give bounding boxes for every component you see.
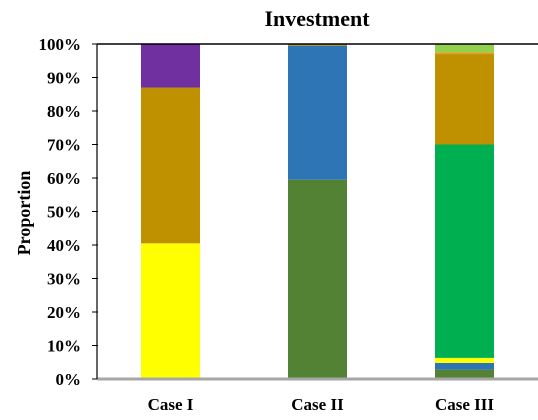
x-category-label: Case I xyxy=(148,395,194,414)
y-tick-label: 100% xyxy=(39,35,82,54)
bar-segment xyxy=(435,52,494,55)
y-axis-ticks: 0% 10% 20% 30% 40% 50% 60% 70% 80% 90% 100% xyxy=(39,35,98,389)
bar-segment xyxy=(435,357,494,363)
bar-segment xyxy=(435,54,494,145)
bar-segment xyxy=(141,87,200,244)
y-tick-label: 90% xyxy=(47,69,81,88)
bars xyxy=(141,44,494,379)
chart-title: Investment xyxy=(264,6,370,31)
bar-segment xyxy=(141,44,200,88)
bar-segment xyxy=(288,45,347,180)
bar-segment xyxy=(435,362,494,370)
y-tick-label: 50% xyxy=(47,203,81,222)
axes xyxy=(96,43,538,381)
y-tick-label: 70% xyxy=(47,136,81,155)
bar-segment xyxy=(288,44,347,46)
bar-segment xyxy=(435,369,494,379)
x-category-label: Case III xyxy=(435,395,494,414)
x-axis-categories: Case I Case II Case III xyxy=(148,395,495,414)
bar-segment xyxy=(435,144,494,358)
y-tick-label: 60% xyxy=(47,169,81,188)
y-tick-label: 40% xyxy=(47,236,81,255)
y-tick-label: 20% xyxy=(47,303,81,322)
bar-segment xyxy=(288,179,347,379)
y-tick-label: 80% xyxy=(47,102,81,121)
bar-segment xyxy=(435,44,494,53)
x-category-label: Case II xyxy=(291,395,344,414)
y-axis-label: Proportion xyxy=(14,171,34,256)
bar-segment xyxy=(141,243,200,379)
y-tick-label: 10% xyxy=(47,337,81,356)
y-tick-label: 0% xyxy=(56,370,82,389)
y-tick-label: 30% xyxy=(47,270,81,289)
